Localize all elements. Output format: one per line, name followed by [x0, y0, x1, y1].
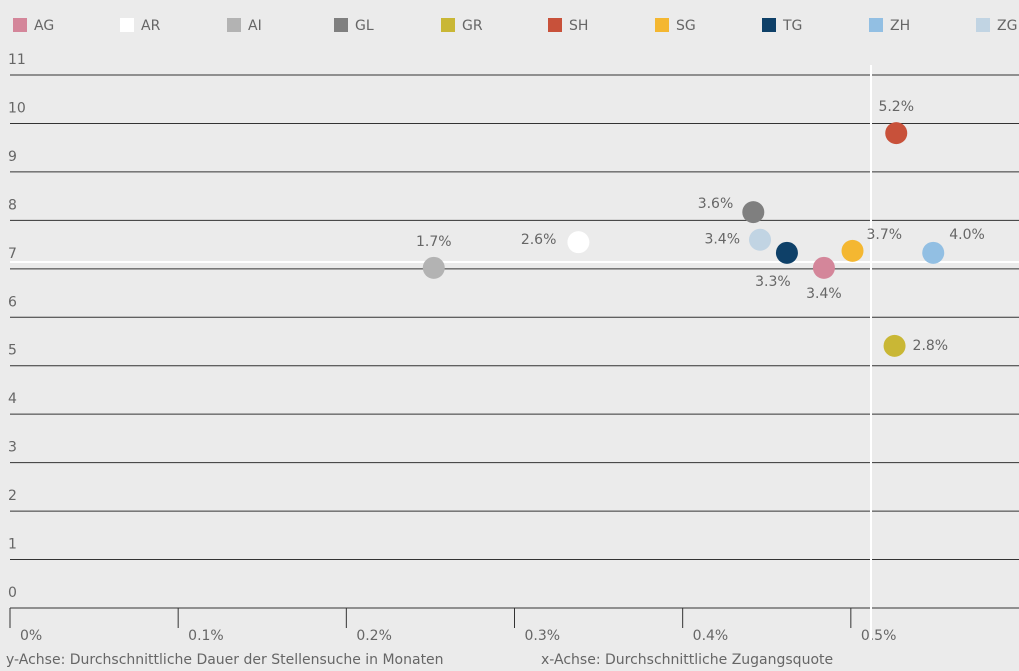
point [567, 231, 590, 254]
y-tick-label: 0 [8, 585, 17, 601]
legend-label: TG [782, 18, 802, 34]
point-label: 1.7% [416, 234, 452, 250]
point-label: 3.3% [755, 274, 791, 290]
point [885, 122, 908, 145]
point-label: 2.6% [521, 232, 557, 248]
point-label: 3.7% [867, 227, 903, 243]
point [742, 201, 765, 224]
point-label: 3.6% [698, 196, 734, 212]
legend-label: SH [569, 18, 588, 34]
point [922, 241, 945, 264]
x-tick-label: 0.4% [693, 628, 729, 644]
legend-swatch [869, 18, 883, 32]
legend-label: SG [676, 18, 696, 34]
y-tick-label: 2 [8, 488, 17, 504]
y-axis-caption: y-Achse: Durchschnittliche Dauer der Ste… [6, 652, 444, 668]
legend-swatch [13, 18, 27, 32]
y-tick-label: 7 [8, 246, 17, 262]
point [749, 228, 772, 251]
y-tick-label: 8 [8, 197, 17, 213]
legend-label: GR [462, 18, 483, 34]
point [841, 239, 864, 262]
x-tick-label: 0.2% [356, 628, 392, 644]
x-tick-label: 0.5% [861, 628, 897, 644]
point [422, 256, 445, 279]
legend-label: AR [141, 18, 161, 34]
legend-swatch [334, 18, 348, 32]
point-label: 5.2% [878, 99, 914, 115]
point-label: 4.0% [949, 227, 985, 243]
y-tick-label: 11 [8, 52, 26, 68]
legend-label: AI [248, 18, 262, 34]
y-tick-label: 3 [8, 440, 17, 456]
point-label: 3.4% [806, 286, 842, 302]
y-tick-label: 1 [8, 537, 17, 553]
point [775, 241, 798, 264]
point-label: 2.8% [913, 338, 949, 354]
legend-swatch [441, 18, 455, 32]
legend-label: ZH [890, 18, 910, 34]
point-label: 3.4% [704, 232, 740, 248]
x-axis-caption: x-Achse: Durchschnittliche Zugangsquote [541, 652, 833, 668]
y-tick-label: 4 [8, 391, 17, 407]
legend-swatch [762, 18, 776, 32]
legend-label: GL [355, 18, 374, 34]
legend-swatch [227, 18, 241, 32]
x-tick-label: 0.1% [188, 628, 224, 644]
legend-label: AG [34, 18, 54, 34]
x-tick-label: 0.3% [525, 628, 561, 644]
y-tick-label: 9 [8, 149, 17, 165]
legend-swatch [655, 18, 669, 32]
point [883, 334, 906, 357]
point [812, 256, 835, 279]
x-tick-label: 0% [20, 628, 42, 644]
y-tick-label: 10 [8, 100, 26, 116]
y-tick-label: 5 [8, 343, 17, 359]
legend-swatch [548, 18, 562, 32]
legend-swatch [120, 18, 134, 32]
legend-swatch [976, 18, 990, 32]
y-tick-label: 6 [8, 294, 17, 310]
legend-label: ZG [997, 18, 1017, 34]
